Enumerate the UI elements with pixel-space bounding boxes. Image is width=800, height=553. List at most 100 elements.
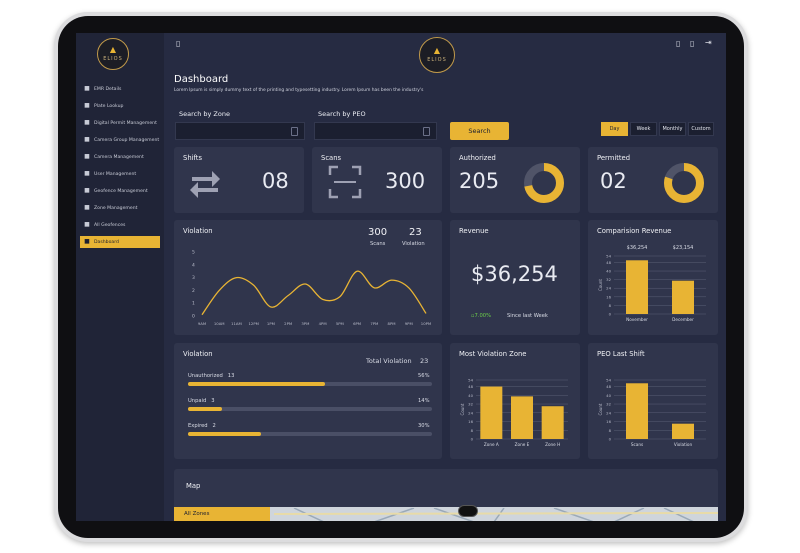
notification-icon[interactable]: ▯ (676, 39, 681, 48)
sidebar-item-all-geofences[interactable]: ■ All Geofences (80, 219, 160, 231)
y-tick-label: 48 (606, 260, 611, 265)
period-monthly-button[interactable]: Monthly (659, 122, 686, 136)
sidebar-item-emr-details[interactable]: ■ EMR Details (80, 83, 160, 95)
y-tick-label: 0 (609, 437, 612, 442)
y-tick-label: 0 (609, 312, 612, 317)
sidebar-item-plate-lookup[interactable]: ■ Plate Lookup (80, 100, 160, 112)
permitted-title: Permitted (597, 154, 631, 162)
all-zones-button[interactable]: All Zones (174, 507, 270, 521)
y-tick-label: 16 (606, 294, 611, 299)
y-axis-label: Count (460, 403, 465, 415)
authorized-card: Authorized 205 (450, 147, 580, 213)
y-tick-label: 54 (606, 378, 611, 383)
x-tick-label: 5PM (336, 321, 344, 326)
camera-icon: ■ (84, 153, 90, 160)
mobile-icon[interactable]: ▯ (176, 39, 181, 48)
period-day-button[interactable]: Day (601, 122, 628, 136)
y-tick-label: 1 (192, 301, 195, 307)
x-tick-label: 12PM (248, 321, 258, 326)
sidebar-item-geofence-management[interactable]: ■ Geofence Management (80, 185, 160, 197)
zone-icon: ■ (84, 204, 90, 211)
x-tick-label: 4PM (319, 321, 327, 326)
y-tick-label: 4 (192, 262, 195, 268)
y-tick-label: 0 (471, 437, 474, 442)
y-tick-label: 24 (468, 410, 473, 415)
x-tick-label: 11AM (231, 321, 242, 326)
most-violation-zone-card: Most Violation Zone 0 8 16 24 32 40 48 54 Count Z… (450, 343, 580, 459)
violation-count: 13 (227, 373, 235, 379)
violation-series-line (201, 270, 427, 316)
shifts-card: Shifts 08 (174, 147, 304, 213)
sidebar-item-label: Dashboard (94, 239, 119, 245)
authorized-value: 205 (459, 169, 500, 193)
revenue-change-label: Since last Week (507, 313, 548, 319)
x-tick-label: Zone H (545, 442, 560, 447)
x-tick-label: 9AM (198, 321, 206, 326)
x-tick-label: 8PM (388, 321, 396, 326)
revenue-change: ▫7.00% (471, 313, 491, 319)
sidebar-item-label: Digital Permit Management (94, 120, 157, 126)
violation-progress-bar (188, 382, 432, 386)
period-week-button[interactable]: Week (630, 122, 657, 136)
violation-count-value: 23 (409, 227, 422, 238)
sidebar-item-label: Plate Lookup (94, 103, 124, 109)
y-tick-label: 0 (192, 314, 195, 320)
revenue-title: Revenue (459, 227, 489, 235)
sidebar-item-user-management[interactable]: ■ User Management (80, 168, 160, 180)
permitted-card: Permitted 02 (588, 147, 718, 213)
sidebar-item-digital-permit-management[interactable]: ■ Digital Permit Management (80, 117, 160, 129)
bar-value-label: $36,254 (627, 245, 648, 251)
bar-value-label: $23,154 (673, 245, 694, 251)
violation-row-label: Expired 2 (188, 423, 216, 429)
peo-search-input[interactable] (314, 122, 437, 140)
location-pin-icon: ■ (84, 187, 90, 194)
sidebar-item-camera-management[interactable]: ■ Camera Management (80, 151, 160, 163)
sidebar-item-dashboard[interactable]: ■ Dashboard (80, 236, 160, 248)
x-tick-label: November (626, 317, 648, 322)
violation-breakdown-card: Violation Total Violation 23 Unauthorize… (174, 343, 442, 459)
total-violation-value: 23 (420, 357, 429, 365)
x-tick-label: Scans (631, 442, 643, 447)
y-tick-label: 24 (606, 286, 611, 291)
map-view[interactable] (174, 507, 718, 521)
zone-search-input[interactable] (175, 122, 305, 140)
revenue-value: $36,254 (471, 262, 558, 286)
sidebar-item-zone-management[interactable]: ■ Zone Management (80, 202, 160, 214)
app-screen: ▲ ELIOS ■ EMR Details ■ Plate Lookup ■ Digita… (76, 33, 726, 521)
authorized-donut (524, 163, 564, 203)
y-tick-label: 48 (468, 384, 473, 389)
x-tick-label: 10AM (214, 321, 225, 326)
x-tick-label: 10PM (421, 321, 431, 326)
dropdown-icon (423, 127, 430, 136)
y-tick-label: 54 (606, 254, 611, 259)
logout-icon[interactable]: ⇥ (705, 38, 712, 47)
revenue-card: Revenue $36,254 ▫7.00% Since last Week (450, 220, 580, 335)
period-custom-button[interactable]: Custom (688, 122, 714, 136)
violation-row-label: Unpaid 3 (188, 398, 215, 404)
violation-count: 3 (211, 398, 215, 404)
sidebar-item-label: Geofence Management (94, 188, 148, 194)
violation-breakdown-title: Violation (183, 350, 213, 358)
x-tick-label: December (672, 317, 694, 322)
violation-progress-fill (188, 432, 262, 436)
sidebar-item-label: EMR Details (94, 86, 122, 92)
revenue-change-value: 7.00% (474, 313, 492, 319)
peo-last-shift-title: PEO Last Shift (597, 350, 645, 358)
header-logo[interactable]: ▲ ELIOS (419, 37, 455, 73)
bar (480, 386, 503, 439)
sidebar-item-camera-group-management[interactable]: ■ Camera Group Management (80, 134, 160, 146)
dropdown-icon (291, 127, 298, 136)
violation-progress-bar (188, 407, 432, 411)
y-tick-label: 8 (609, 303, 612, 308)
document-icon: ■ (84, 102, 90, 109)
comparision-revenue-title: Comparision Revenue (597, 227, 672, 235)
search-button[interactable]: Search (450, 122, 509, 140)
brand-name: ELIOS (427, 57, 447, 63)
permitted-value: 02 (600, 169, 627, 193)
profile-icon[interactable]: ▯ (690, 39, 695, 48)
y-tick-label: 40 (468, 393, 473, 398)
y-tick-label: 40 (606, 393, 611, 398)
shifts-value: 08 (262, 169, 289, 193)
sidebar-logo[interactable]: ▲ ELIOS (97, 38, 129, 70)
